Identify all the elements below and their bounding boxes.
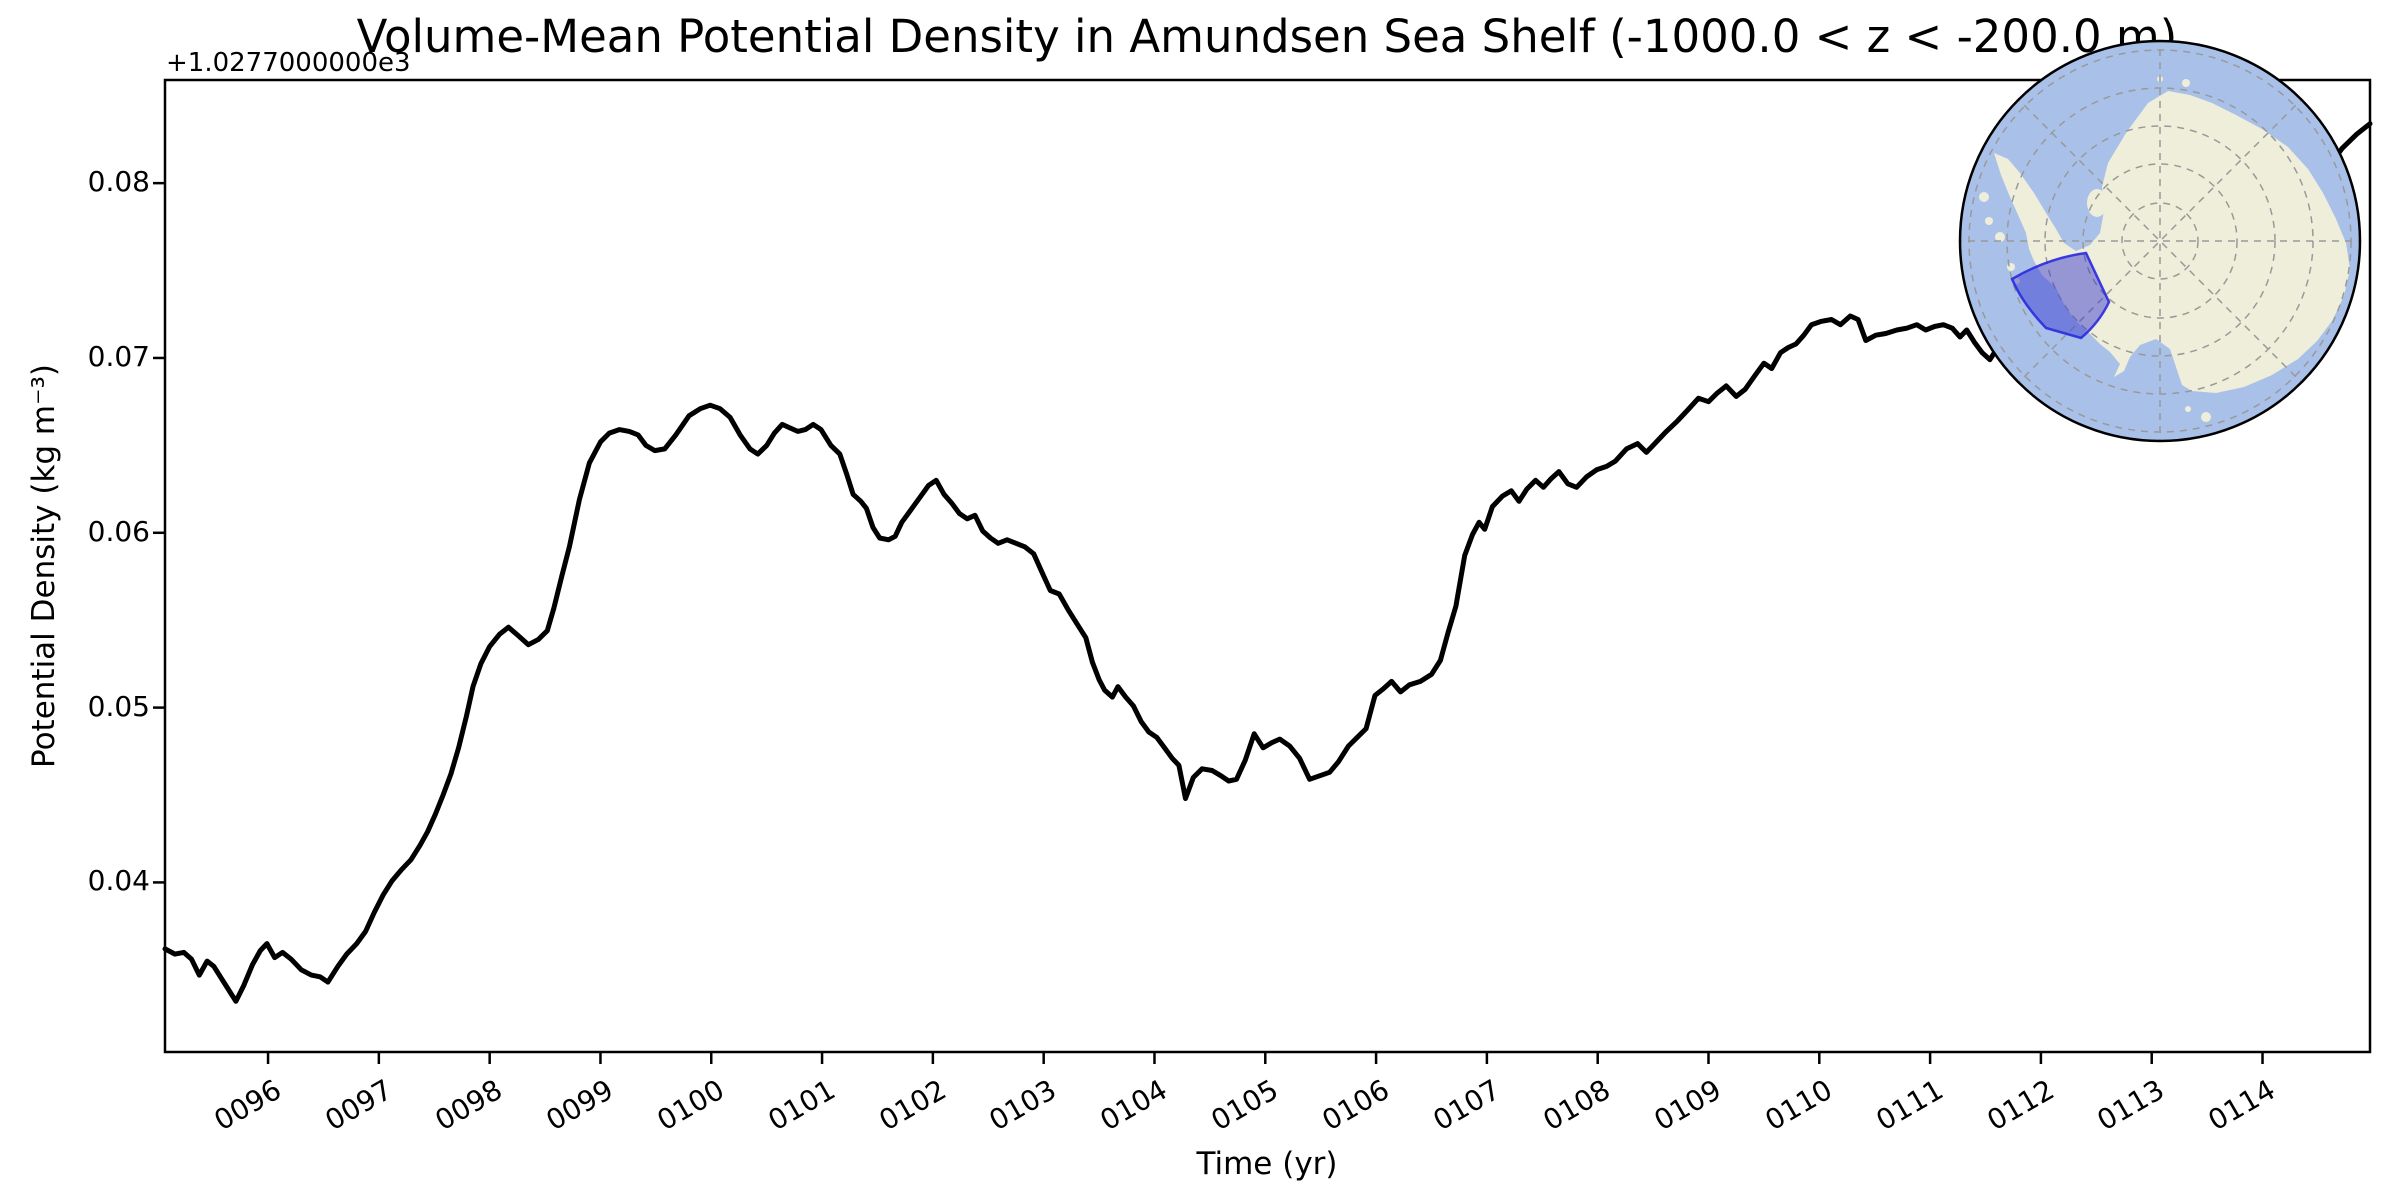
y-axis-offset-text: +1.0277000000e3 <box>166 48 411 78</box>
x-tick-label: 0111 <box>1870 1073 1949 1138</box>
map-outline <box>1958 39 2362 443</box>
x-axis-label: Time (yr) <box>1196 1146 1338 1182</box>
density-series-line <box>162 121 2373 1004</box>
y-tick-label: 0.07 <box>87 339 150 373</box>
y-tick-label: 0.08 <box>87 165 150 199</box>
map-ocean <box>1960 41 2360 441</box>
x-tick-label: 0113 <box>2092 1073 2171 1138</box>
x-tick-label: 0104 <box>1094 1073 1173 1138</box>
x-tick-label: 0097 <box>319 1073 398 1138</box>
x-tick-label: 0100 <box>651 1073 730 1138</box>
x-tick-label: 0105 <box>1205 1073 1284 1138</box>
y-tick-label: 0.06 <box>87 514 150 548</box>
antarctica-map-inset <box>1958 39 2362 443</box>
amundsen-region-highlight <box>2010 251 2111 340</box>
chart-title: Volume-Mean Potential Density in Amundse… <box>356 10 2178 63</box>
x-tick-label: 0112 <box>1981 1073 2060 1138</box>
x-tick-label: 0098 <box>429 1073 509 1138</box>
axis-tick-marks <box>153 181 2264 1064</box>
x-tick-label: 0107 <box>1427 1073 1506 1138</box>
y-tick-label: 0.05 <box>87 689 150 723</box>
x-tick-label: 0103 <box>983 1073 1063 1138</box>
y-tick-label: 0.04 <box>87 864 150 898</box>
x-tick-label: 0106 <box>1316 1073 1395 1138</box>
x-tick-label: 0114 <box>2202 1073 2282 1138</box>
x-tick-label: 0110 <box>1759 1073 1838 1138</box>
x-tick-label: 0099 <box>540 1073 619 1138</box>
axes-frame <box>163 78 2372 1054</box>
map-graticule <box>1961 42 2359 440</box>
x-tick-label: 0109 <box>1648 1073 1727 1138</box>
map-islands <box>1979 76 2211 422</box>
x-tick-label: 0096 <box>208 1073 287 1138</box>
x-tick-label: 0108 <box>1537 1073 1617 1138</box>
x-tick-label: 0102 <box>873 1073 952 1138</box>
x-tick-label: 0101 <box>762 1073 841 1138</box>
antarctica-landmass <box>1994 91 2350 393</box>
